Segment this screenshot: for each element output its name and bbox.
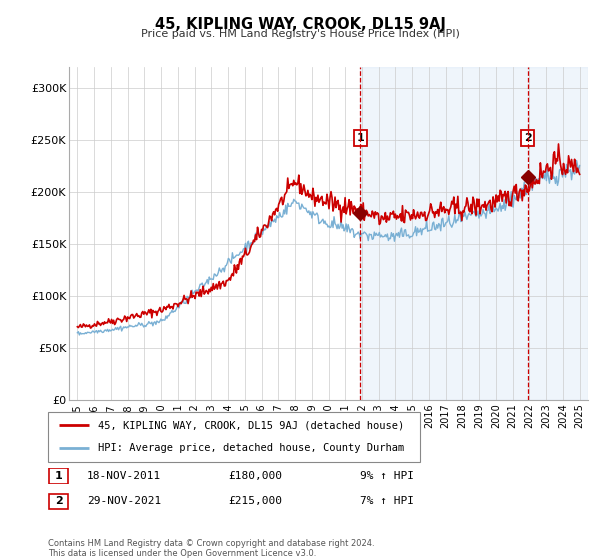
Text: 18-NOV-2011: 18-NOV-2011: [87, 471, 161, 481]
Text: £215,000: £215,000: [228, 496, 282, 506]
Text: 29-NOV-2021: 29-NOV-2021: [87, 496, 161, 506]
Text: Price paid vs. HM Land Registry's House Price Index (HPI): Price paid vs. HM Land Registry's House …: [140, 29, 460, 39]
Text: 1: 1: [356, 133, 364, 143]
Text: 2: 2: [524, 133, 532, 143]
Text: 9% ↑ HPI: 9% ↑ HPI: [360, 471, 414, 481]
Text: 1: 1: [55, 471, 62, 481]
Text: £180,000: £180,000: [228, 471, 282, 481]
FancyBboxPatch shape: [49, 468, 68, 483]
Text: 45, KIPLING WAY, CROOK, DL15 9AJ (detached house): 45, KIPLING WAY, CROOK, DL15 9AJ (detach…: [98, 420, 404, 430]
Text: 7% ↑ HPI: 7% ↑ HPI: [360, 496, 414, 506]
Text: 45, KIPLING WAY, CROOK, DL15 9AJ: 45, KIPLING WAY, CROOK, DL15 9AJ: [155, 17, 445, 32]
Text: Contains HM Land Registry data © Crown copyright and database right 2024.
This d: Contains HM Land Registry data © Crown c…: [48, 539, 374, 558]
FancyBboxPatch shape: [49, 494, 68, 508]
Text: HPI: Average price, detached house, County Durham: HPI: Average price, detached house, Coun…: [98, 444, 404, 454]
Bar: [361, 67, 588, 400]
FancyBboxPatch shape: [48, 412, 420, 462]
Text: 2: 2: [55, 496, 62, 506]
